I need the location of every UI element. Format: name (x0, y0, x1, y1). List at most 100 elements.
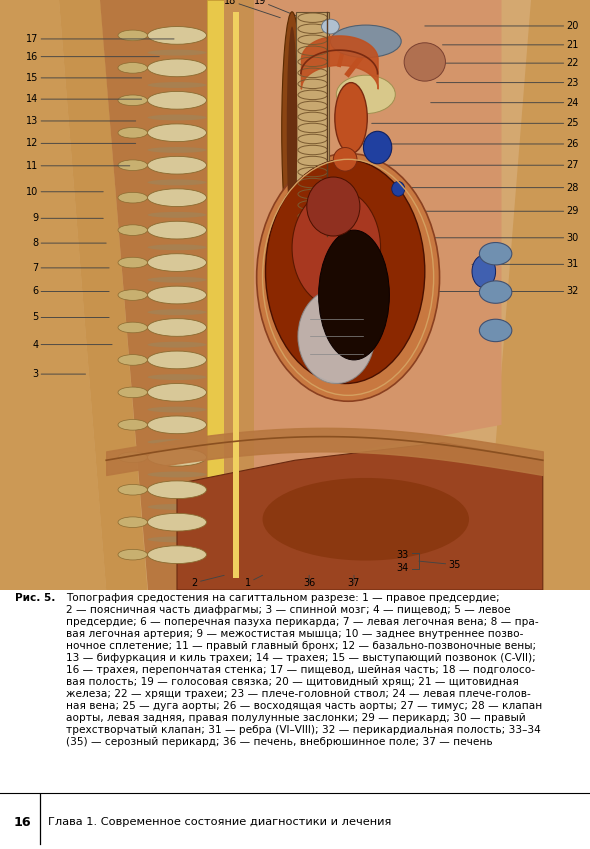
Polygon shape (100, 0, 254, 590)
Text: 18: 18 (224, 0, 280, 18)
Text: 8: 8 (32, 238, 106, 248)
Bar (296, 12, 329, 236)
Ellipse shape (148, 318, 206, 336)
Ellipse shape (148, 212, 206, 218)
Ellipse shape (336, 76, 395, 114)
Text: 14: 14 (26, 94, 142, 104)
Polygon shape (484, 0, 590, 590)
Text: 22: 22 (445, 58, 579, 68)
Text: 24: 24 (431, 98, 579, 108)
Ellipse shape (148, 546, 206, 564)
Ellipse shape (118, 30, 148, 41)
Ellipse shape (263, 478, 469, 560)
Ellipse shape (148, 49, 206, 55)
Ellipse shape (148, 179, 206, 185)
Text: 29: 29 (401, 206, 579, 216)
Ellipse shape (148, 286, 206, 304)
Ellipse shape (148, 82, 206, 88)
Text: 1: 1 (245, 576, 263, 588)
Text: 26: 26 (360, 139, 579, 149)
Ellipse shape (118, 193, 148, 203)
Ellipse shape (148, 471, 206, 477)
Ellipse shape (148, 407, 206, 413)
Ellipse shape (307, 177, 360, 236)
Ellipse shape (118, 322, 148, 333)
Text: 16: 16 (26, 52, 159, 62)
Ellipse shape (148, 439, 206, 445)
Ellipse shape (148, 26, 206, 44)
Text: 16: 16 (14, 816, 31, 829)
Ellipse shape (363, 132, 392, 164)
Text: 30: 30 (395, 233, 579, 243)
Text: 17: 17 (26, 34, 174, 44)
Text: 27: 27 (378, 160, 579, 170)
Text: 37: 37 (348, 576, 360, 588)
Polygon shape (224, 0, 254, 590)
Ellipse shape (148, 245, 206, 250)
Ellipse shape (118, 517, 148, 527)
Ellipse shape (333, 148, 357, 171)
Ellipse shape (148, 156, 206, 174)
Ellipse shape (148, 188, 206, 206)
Polygon shape (233, 12, 239, 578)
Ellipse shape (287, 26, 297, 233)
Polygon shape (0, 0, 106, 590)
Ellipse shape (330, 25, 401, 58)
Ellipse shape (148, 448, 206, 466)
Ellipse shape (148, 124, 206, 142)
Text: 11: 11 (26, 160, 130, 171)
Ellipse shape (118, 63, 148, 73)
Text: 3: 3 (32, 369, 86, 380)
Ellipse shape (282, 12, 302, 248)
Ellipse shape (148, 351, 206, 368)
Polygon shape (177, 442, 543, 590)
Text: 7: 7 (32, 263, 109, 273)
Ellipse shape (118, 95, 148, 105)
Text: 20: 20 (425, 21, 579, 31)
Ellipse shape (479, 319, 512, 341)
Ellipse shape (148, 59, 206, 76)
Ellipse shape (118, 160, 148, 171)
Text: 13: 13 (26, 116, 136, 126)
Ellipse shape (148, 384, 206, 402)
Polygon shape (206, 0, 242, 590)
Ellipse shape (118, 127, 148, 138)
Text: 12: 12 (26, 138, 136, 149)
Ellipse shape (118, 225, 148, 235)
Text: 25: 25 (372, 118, 579, 128)
Ellipse shape (148, 504, 206, 510)
Ellipse shape (118, 257, 148, 268)
Ellipse shape (335, 82, 367, 154)
Ellipse shape (148, 115, 206, 121)
Polygon shape (0, 0, 590, 590)
Polygon shape (59, 0, 148, 590)
Text: 4: 4 (32, 340, 112, 350)
Ellipse shape (118, 452, 148, 463)
Ellipse shape (118, 419, 148, 430)
Ellipse shape (479, 243, 512, 265)
Ellipse shape (257, 154, 440, 402)
Ellipse shape (118, 355, 148, 365)
Ellipse shape (148, 92, 206, 110)
Text: 6: 6 (32, 286, 109, 296)
Text: 28: 28 (372, 183, 579, 193)
Ellipse shape (472, 256, 496, 288)
Ellipse shape (319, 230, 389, 360)
Text: 9: 9 (32, 213, 103, 223)
Ellipse shape (404, 42, 445, 82)
Ellipse shape (118, 290, 148, 301)
Text: Топография средостения на сагиттальном разрезе: 1 — правое предсердие;
2 — поясн: Топография средостения на сагиттальном р… (66, 593, 543, 746)
Text: 36: 36 (303, 576, 315, 588)
Ellipse shape (148, 147, 206, 153)
Text: 35: 35 (419, 559, 461, 570)
Ellipse shape (322, 20, 339, 34)
Text: 5: 5 (32, 312, 109, 323)
Text: 34: 34 (396, 563, 409, 572)
Ellipse shape (148, 222, 206, 239)
Text: 33: 33 (396, 549, 409, 559)
Ellipse shape (118, 549, 148, 560)
Ellipse shape (148, 481, 206, 498)
Text: 23: 23 (437, 77, 579, 87)
Text: 32: 32 (431, 286, 579, 296)
Text: Глава 1. Современное состояние диагностики и лечения: Глава 1. Современное состояние диагности… (48, 817, 392, 827)
